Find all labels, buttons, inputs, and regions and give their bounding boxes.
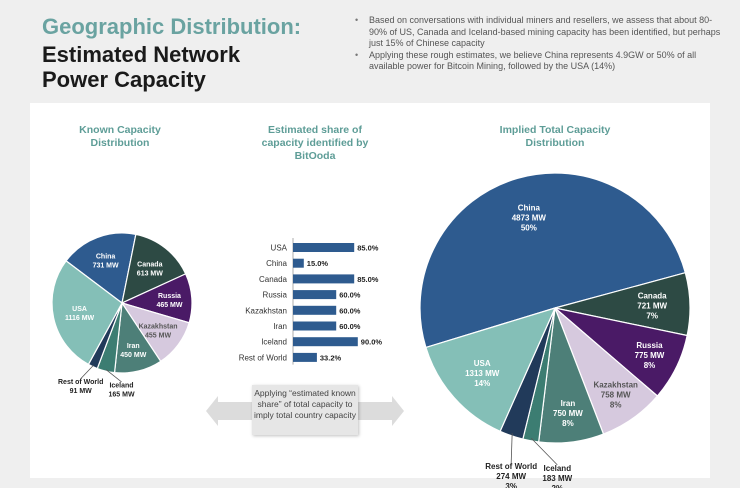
pie-label-russia: 775 MW xyxy=(635,351,665,360)
pie-label-usa: USA xyxy=(474,359,491,368)
pie-label-iceland: 183 MW xyxy=(542,474,572,483)
pie-slice-china xyxy=(419,172,687,349)
bar-category-label: China xyxy=(266,259,287,268)
pie-label-rest-of-world: Rest of World xyxy=(58,379,103,386)
pie-label-kazakhstan: 8% xyxy=(610,401,622,410)
pie-label-russia: 465 MW xyxy=(156,302,182,309)
pie-label-iceland: 2% xyxy=(552,484,564,488)
pie-label-china: 731 MW xyxy=(93,262,119,269)
pie-label-iceland: 165 MW xyxy=(108,391,134,398)
pie-label-rest-of-world: Rest of World xyxy=(485,462,537,471)
bar-usa xyxy=(293,243,355,252)
pie-label-kazakhstan: Kazakhstan xyxy=(593,381,638,390)
bar-canada xyxy=(293,274,355,284)
bar-category-label: Iceland xyxy=(261,338,287,347)
implied-capacity-title: Implied Total Capacity Distribution xyxy=(499,124,611,149)
pie-label-kazakhstan: 758 MW xyxy=(601,391,631,400)
bar-value-label: 15.0% xyxy=(307,259,329,268)
pie-label-russia: 8% xyxy=(644,361,656,370)
bar-russia xyxy=(293,290,337,300)
pie-label-russia: Russia xyxy=(636,341,663,350)
bar-iran xyxy=(293,321,337,331)
page-title-line1: Geographic Distribution: xyxy=(42,14,302,39)
pie-label-usa: USA xyxy=(72,306,87,313)
bar-category-label: Russia xyxy=(263,291,288,300)
bar-category-label: USA xyxy=(271,244,288,253)
pie-label-kazakhstan: Kazakhstan xyxy=(139,323,178,330)
pie-label-iran: 450 MW xyxy=(120,352,146,359)
pie-label-usa: 1116 MW xyxy=(65,315,95,322)
pie-label-rest-of-world: 91 MW xyxy=(70,388,93,395)
bar-kazakhstan xyxy=(293,305,337,315)
page-title-line2: Estimated Network Power Capacity xyxy=(42,42,241,92)
pie-label-iran: Iran xyxy=(127,343,140,350)
bar-value-label: 60.0% xyxy=(339,291,361,300)
pie-label-canada: Canada xyxy=(137,262,162,269)
pie-slice-canada xyxy=(121,233,187,305)
callout-arrow-left xyxy=(206,396,253,426)
pie-label-china: 50% xyxy=(521,224,537,233)
pie-label-russia: Russia xyxy=(158,293,181,300)
bar-value-label: 90.0% xyxy=(361,338,383,347)
pie-label-iceland: Iceland xyxy=(544,464,572,473)
leader-line-iceland xyxy=(530,437,558,466)
known-capacity-pie: China 731 MW Canada 613 MW Russia 465 MW Kazak… xyxy=(51,232,193,398)
pie-label-canada: 721 MW xyxy=(637,302,667,311)
bar-iceland xyxy=(293,337,358,347)
summary-bullets: Based on conversations with individual m… xyxy=(355,15,725,73)
leader-line-iceland xyxy=(105,369,122,383)
pie-label-iran: 750 MW xyxy=(553,409,583,418)
callout-arrows xyxy=(206,396,404,426)
pie-label-iceland: Iceland xyxy=(109,382,133,389)
bar-value-label: 85.0% xyxy=(357,275,379,284)
pie-label-rest-of-world: 274 MW xyxy=(496,472,526,481)
bar-value-label: 60.0% xyxy=(339,306,361,315)
bar-value-label: 85.0% xyxy=(357,244,379,253)
bar-category-label: Rest of World xyxy=(239,353,287,362)
pie-label-canada: 613 MW xyxy=(137,271,163,278)
pie-label-china: 4873 MW xyxy=(512,214,547,223)
pie-label-rest-of-world: 3% xyxy=(505,482,517,488)
pie-slice-china xyxy=(65,232,137,305)
bar-category-label: Canada xyxy=(259,275,288,284)
share-identified-title: Estimated share of capacity identified b… xyxy=(261,124,369,162)
bar-china xyxy=(293,258,304,268)
pie-label-canada: Canada xyxy=(638,292,667,301)
callout-arrow-right xyxy=(357,396,404,426)
pie-label-china: China xyxy=(96,253,116,260)
pie-label-china: China xyxy=(518,204,541,213)
bar-category-label: Kazakhstan xyxy=(245,306,287,315)
pie-label-usa: 14% xyxy=(474,379,490,388)
pie-slice-usa xyxy=(51,260,123,366)
pie-label-canada: 7% xyxy=(646,312,658,321)
bar-category-label: Iran xyxy=(273,322,287,331)
share-identified-bars: USA 85.0% China 15.0% Canada 85.0% Russia 60.0%… xyxy=(239,238,383,365)
bullet-item: Based on conversations with individual m… xyxy=(355,15,725,50)
bar-value-label: 60.0% xyxy=(339,322,361,331)
leader-line-rest-of-world xyxy=(510,433,513,464)
pie-label-usa: 1313 MW xyxy=(465,369,500,378)
known-capacity-title: Known Capacity Distribution xyxy=(79,124,161,149)
pie-label-kazakhstan: 455 MW xyxy=(145,332,171,339)
bar-value-label: 33.2% xyxy=(320,353,342,362)
leader-line-rest-of-world xyxy=(80,365,94,380)
pie-label-iran: 8% xyxy=(562,419,574,428)
pie-slice-usa xyxy=(425,307,557,433)
pie-label-iran: Iran xyxy=(561,399,576,408)
callout-note: Applying “estimated known share” of tota… xyxy=(252,385,358,435)
bar-rest-of-world xyxy=(293,352,317,362)
bullet-item: Applying these rough estimates, we belie… xyxy=(355,50,725,73)
